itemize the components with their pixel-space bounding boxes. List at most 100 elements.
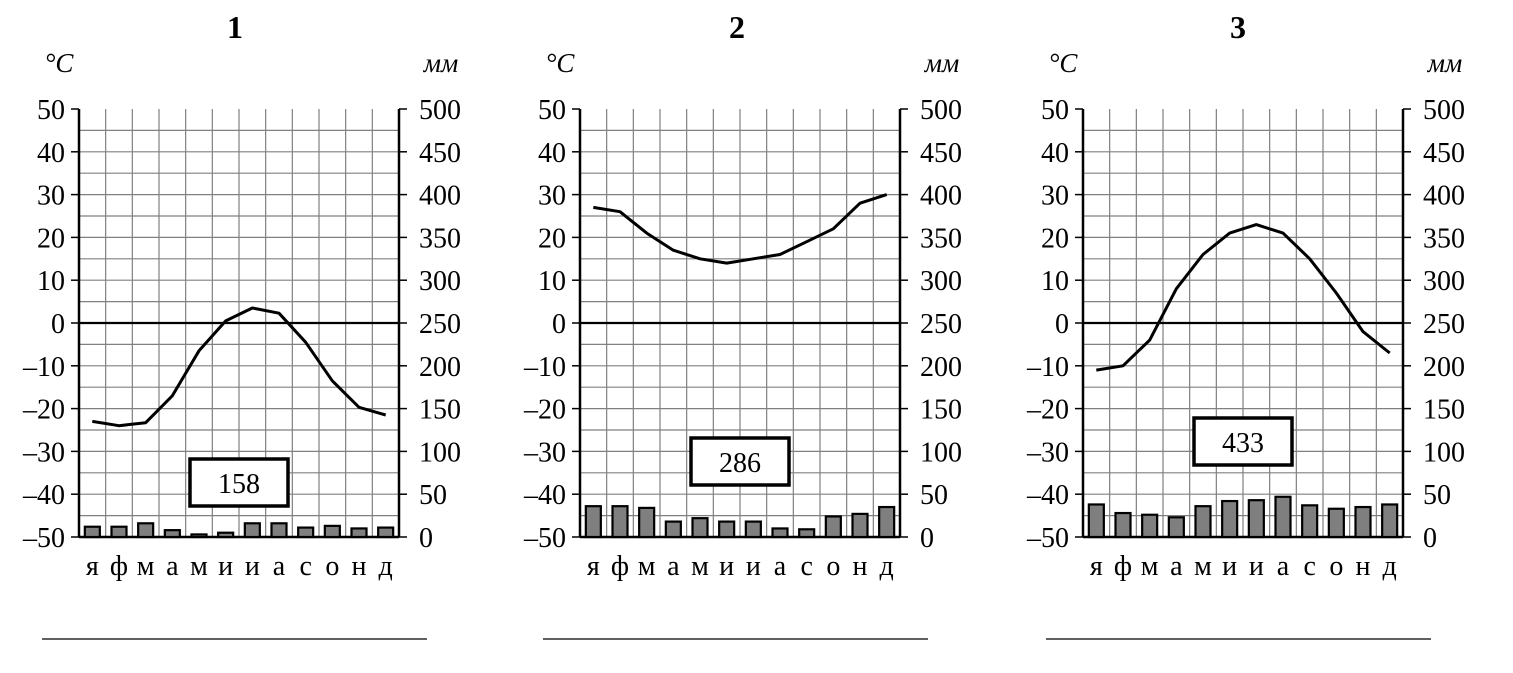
precipitation-tick-label: 500: [419, 95, 461, 126]
precipitation-bar: [1301, 504, 1319, 539]
month-label: и: [218, 551, 233, 582]
temperature-tick-label: –10: [523, 352, 566, 383]
precipitation-tick-label: 350: [1423, 223, 1465, 254]
annual-precipitation-box: [689, 436, 791, 487]
precipitation-tick-label: 450: [920, 138, 962, 169]
temperature-tick-label: 20: [538, 223, 566, 254]
annual-precipitation-box: [1192, 416, 1294, 467]
precipitation-bar: [638, 506, 656, 539]
precipitation-bar: [350, 527, 368, 539]
temperature-tick-label: 40: [37, 138, 65, 169]
month-label: д: [880, 551, 894, 582]
temperature-tick-label: 20: [1041, 223, 1069, 254]
precipitation-bar: [110, 525, 128, 539]
temperature-tick-label: –20: [523, 395, 566, 426]
precipitation-bar: [1114, 511, 1132, 539]
temperature-tick-label: 50: [538, 95, 566, 126]
temperature-tick-label: –50: [523, 523, 566, 554]
precipitation-tick-label: 200: [1423, 352, 1465, 383]
month-label: м: [137, 551, 155, 582]
precipitation-tick-label: 450: [419, 138, 461, 169]
precipitation-tick-label: 50: [419, 480, 447, 511]
precipitation-tick-label: 500: [1423, 95, 1465, 126]
precipitation-tick-label: 250: [1423, 309, 1465, 340]
precipitation-bar: [584, 505, 602, 539]
month-label: д: [379, 551, 393, 582]
temperature-tick-label: 10: [37, 266, 65, 297]
month-label: и: [1249, 551, 1264, 582]
month-label: н: [1356, 551, 1371, 582]
annual-precipitation-box: [188, 457, 290, 508]
precipitation-tick-label: 250: [920, 309, 962, 340]
temperature-tick-label: 20: [37, 223, 65, 254]
precipitation-tick-label: 300: [419, 266, 461, 297]
precipitation-tick-label: 0: [920, 523, 934, 554]
precipitation-bar: [1221, 499, 1239, 539]
precipitation-tick-label: 350: [419, 223, 461, 254]
temperature-tick-label: 40: [1041, 138, 1069, 169]
month-label: о: [1329, 551, 1343, 582]
month-label: ф: [611, 551, 629, 582]
temperature-unit-label: °C: [546, 48, 576, 78]
precipitation-bar: [137, 522, 155, 539]
precipitation-bar: [377, 526, 395, 539]
month-label: о: [826, 551, 840, 582]
precipitation-tick-label: 300: [920, 266, 962, 297]
precipitation-tick-label: 250: [419, 309, 461, 340]
month-label: с: [800, 551, 812, 582]
precipitation-bar: [1327, 507, 1345, 539]
month-label: а: [1170, 551, 1183, 582]
precipitation-tick-label: 0: [419, 523, 433, 554]
precipitation-tick-label: 200: [419, 352, 461, 383]
precipitation-bar: [691, 517, 709, 539]
temperature-tick-label: –40: [523, 480, 566, 511]
precipitation-tick-label: 0: [1423, 523, 1437, 554]
temperature-tick-label: –20: [22, 395, 65, 426]
precipitation-bar: [1354, 505, 1372, 539]
month-label: а: [166, 551, 179, 582]
panel-title: 3: [1230, 9, 1246, 45]
climatogram-panel-3: 3°C мм50403020100–10–20–30–40–50500450400…: [1026, 9, 1465, 640]
temperature-tick-label: 30: [1041, 181, 1069, 212]
temperature-tick-label: 10: [1041, 266, 1069, 297]
precipitation-unit-label: мм: [423, 48, 458, 78]
month-label: н: [352, 551, 367, 582]
month-label: а: [667, 551, 680, 582]
month-label: м: [638, 551, 656, 582]
temperature-tick-label: 0: [1055, 309, 1069, 340]
precipitation-bar: [323, 524, 341, 539]
panel-title: 2: [729, 9, 745, 45]
temperature-tick-label: –10: [22, 352, 65, 383]
temperature-tick-label: 10: [538, 266, 566, 297]
month-label: о: [325, 551, 339, 582]
precipitation-bar: [1141, 513, 1159, 539]
temperature-tick-label: –30: [22, 437, 65, 468]
month-label: ф: [1114, 551, 1132, 582]
month-label: и: [746, 551, 761, 582]
precipitation-tick-label: 400: [920, 181, 962, 212]
precipitation-tick-label: 50: [1423, 480, 1451, 511]
climatogram-panel-2: 2°C мм50403020100–10–20–30–40–50500450400…: [523, 9, 962, 640]
month-label: и: [719, 551, 734, 582]
temperature-tick-label: –10: [1026, 352, 1069, 383]
temperature-tick-label: 0: [51, 309, 65, 340]
precipitation-bar: [217, 531, 235, 539]
precipitation-bar: [243, 522, 261, 539]
precipitation-tick-label: 150: [1423, 395, 1465, 426]
month-label: м: [1141, 551, 1159, 582]
temperature-tick-label: 50: [1041, 95, 1069, 126]
month-label: с: [299, 551, 311, 582]
temperature-tick-label: –30: [523, 437, 566, 468]
precipitation-bar: [611, 505, 629, 539]
temperature-tick-label: –50: [1026, 523, 1069, 554]
temperature-tick-label: –40: [22, 480, 65, 511]
precipitation-bar: [190, 533, 208, 539]
precipitation-bar: [851, 512, 869, 539]
precipitation-bar: [824, 515, 842, 539]
precipitation-bar: [798, 528, 816, 539]
precipitation-tick-label: 150: [419, 395, 461, 426]
month-label: я: [86, 551, 99, 582]
precipitation-tick-label: 450: [1423, 138, 1465, 169]
month-label: м: [691, 551, 709, 582]
